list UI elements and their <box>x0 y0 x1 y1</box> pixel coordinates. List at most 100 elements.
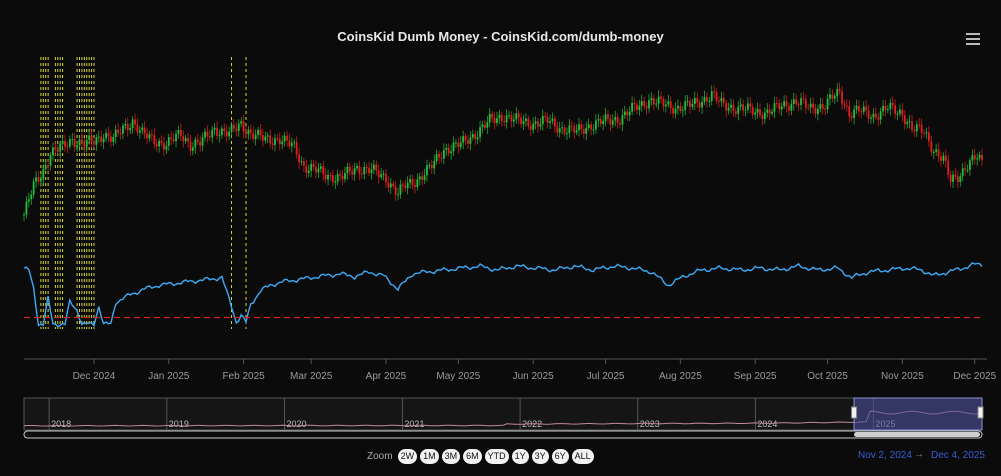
price-candle <box>662 96 665 112</box>
navigator-handle-right[interactable] <box>977 406 984 419</box>
scrollbar[interactable] <box>23 430 983 439</box>
x-tick-label: Dec 2024 <box>73 371 116 382</box>
price-candle <box>341 169 344 186</box>
price-candle <box>500 111 503 127</box>
price-candle <box>797 101 800 112</box>
price-candle <box>474 130 477 146</box>
price-candle <box>949 170 952 188</box>
price-candle <box>23 212 25 222</box>
price-candle <box>672 104 675 119</box>
zoom-6m-button[interactable]: 6M <box>463 448 482 464</box>
price-candle <box>401 181 404 192</box>
price-candle <box>607 109 609 123</box>
price-candle <box>54 140 57 157</box>
range-to-input[interactable]: Dec 4, 2025 <box>931 450 985 461</box>
price-candle <box>298 147 300 169</box>
price-candle <box>184 134 187 145</box>
price-candle <box>877 112 880 126</box>
scrollbar-track[interactable] <box>23 430 983 439</box>
price-candle <box>206 125 209 143</box>
x-tick-label: Aug 2025 <box>659 371 702 382</box>
price-candle <box>56 144 59 155</box>
price-candle <box>363 161 366 180</box>
price-candle <box>918 118 921 129</box>
zoom-controls: Zoom 2W 1M 3M 6M YTD 1Y 3Y 6Y ALL <box>367 448 594 464</box>
price-candle <box>915 120 918 137</box>
price-candle <box>196 133 199 145</box>
price-candle <box>274 134 276 152</box>
price-candle <box>457 137 460 154</box>
price-candle <box>737 100 740 121</box>
zoom-1y-button[interactable]: 1Y <box>511 448 529 464</box>
price-candle <box>153 128 156 149</box>
price-candle <box>305 160 308 179</box>
price-candle <box>216 121 218 140</box>
price-candle <box>611 114 614 129</box>
price-candle <box>290 137 293 153</box>
price-candle <box>860 108 863 119</box>
price-candle <box>392 180 395 190</box>
scrollbar-thumb[interactable] <box>854 432 980 437</box>
price-candle <box>508 110 510 119</box>
price-candle <box>307 164 310 178</box>
range-from-input[interactable]: Nov 2, 2024 <box>858 450 912 461</box>
x-tick-label: Feb 2025 <box>222 371 265 382</box>
price-candle <box>286 130 288 147</box>
price-candle <box>843 99 846 110</box>
price-candle <box>27 192 30 208</box>
navigator[interactable]: 20182019202020212022202320242025 <box>23 397 984 431</box>
price-candle <box>322 161 325 181</box>
zoom-1m-button[interactable]: 1M <box>420 448 439 464</box>
price-candle <box>925 127 928 139</box>
x-tick-label: Jun 2025 <box>513 371 555 382</box>
price-candle <box>669 96 672 115</box>
price-candle <box>114 124 117 144</box>
zoom-ytd-button[interactable]: YTD <box>484 448 509 464</box>
x-tick-label: Sep 2025 <box>734 371 777 382</box>
price-candle <box>399 179 402 199</box>
price-candle <box>539 118 542 131</box>
price-candle <box>713 85 716 99</box>
price-candle <box>406 176 409 195</box>
price-candle <box>346 162 349 180</box>
price-candle <box>249 124 252 140</box>
price-candle <box>143 121 146 140</box>
price-candle <box>414 178 416 194</box>
price-candle <box>872 107 875 124</box>
navigator-handle-left[interactable] <box>851 406 858 419</box>
price-candle <box>614 110 617 127</box>
price-candle <box>356 162 358 172</box>
zoom-3m-button[interactable]: 3M <box>441 448 461 464</box>
price-candle <box>512 113 515 128</box>
price-candle <box>964 161 967 177</box>
price-candle <box>423 168 426 184</box>
price-candle <box>421 171 424 186</box>
price-candle <box>971 149 974 166</box>
price-candle <box>348 162 351 176</box>
zoom-6y-button[interactable]: 6Y <box>551 448 569 464</box>
price-candle <box>426 159 428 182</box>
price-candle <box>636 101 638 115</box>
price-candle <box>479 120 481 143</box>
price-candle <box>525 112 527 127</box>
price-candle <box>44 159 47 173</box>
price-candle <box>848 99 851 123</box>
zoom-3y-button[interactable]: 3Y <box>531 448 549 464</box>
x-axis-ticks: Dec 2024 Jan 2025 Feb 2025 Mar 2025 Apr 2025… <box>73 359 997 382</box>
price-candle <box>732 99 735 117</box>
price-candle <box>261 128 264 147</box>
x-tick-label: Oct 2025 <box>807 371 848 382</box>
price-candle <box>708 97 711 107</box>
price-candle <box>788 102 790 116</box>
zoom-all-button[interactable]: ALL <box>571 448 594 464</box>
price-candle <box>853 105 856 125</box>
zoom-2w-button[interactable]: 2W <box>397 448 418 464</box>
price-candle <box>493 112 496 130</box>
indicator-line <box>23 262 983 328</box>
price-candle <box>681 105 684 118</box>
price-candle <box>165 140 168 155</box>
price-candle <box>549 114 551 130</box>
price-candle <box>643 96 646 110</box>
hamburger-menu-icon[interactable] <box>966 33 980 45</box>
navigator-selection[interactable] <box>853 397 983 431</box>
